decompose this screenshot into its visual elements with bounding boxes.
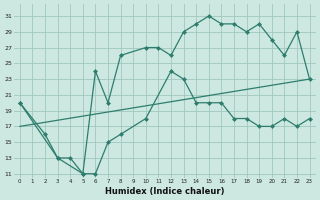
X-axis label: Humidex (Indice chaleur): Humidex (Indice chaleur) (105, 187, 224, 196)
